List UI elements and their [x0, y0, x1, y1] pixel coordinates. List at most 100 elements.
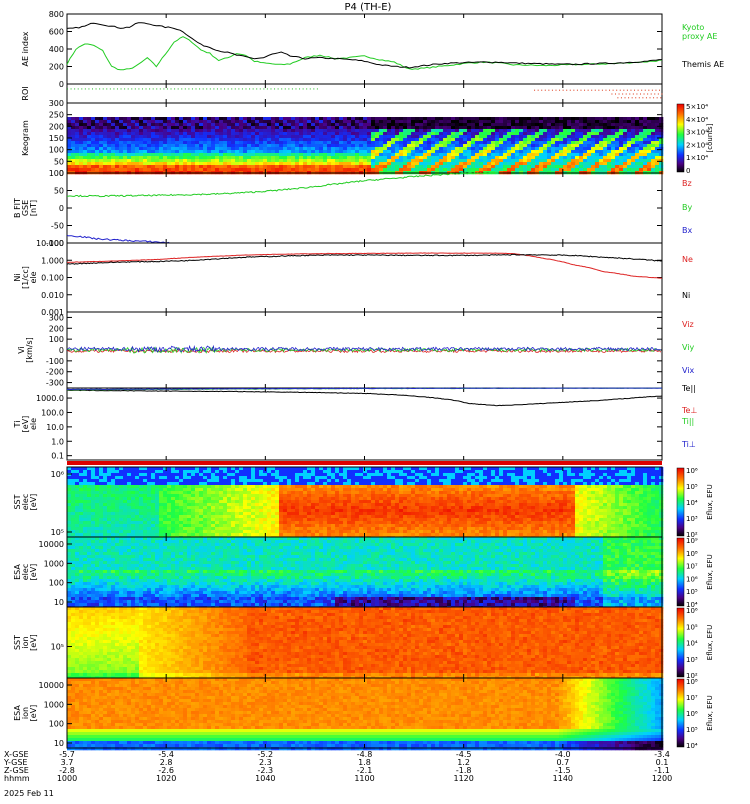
- esa_e-ytick-label: 1000: [44, 559, 64, 568]
- velocity-ytick-label: 100: [49, 335, 64, 344]
- roi-red-point: [648, 90, 649, 91]
- keogram-ytick-label: 50: [54, 157, 64, 166]
- ae-legend-proxy: proxy AE: [682, 32, 717, 41]
- roi-green-point: [163, 88, 164, 89]
- roi-red-point: [563, 90, 564, 91]
- xaxis-row-label: hhmm: [4, 774, 30, 783]
- velocity-legend-viz: Viz: [682, 320, 694, 329]
- roi-red-point: [622, 94, 623, 95]
- sst_i-colorbar-tick: 10⁶: [686, 607, 698, 615]
- ae-frame: [67, 14, 662, 84]
- velocity-ylabel: Vi[km/s]: [17, 337, 34, 363]
- esa_i-ytick-label: 1000: [44, 700, 64, 709]
- roi-red-point: [634, 90, 635, 91]
- separator-bar: [67, 461, 662, 465]
- roi-red-point: [619, 94, 620, 95]
- roi-green-point: [138, 88, 139, 89]
- ae-ytick-label: 0: [59, 80, 64, 89]
- roi-green-point: [299, 88, 300, 89]
- roi-ylabel: ROI: [21, 86, 30, 100]
- roi-green-point: [92, 88, 93, 89]
- esa_e-colorbar-tick: 10⁷: [686, 563, 698, 571]
- roi-red-point: [623, 90, 624, 91]
- roi-green-point: [88, 88, 89, 89]
- sst_i-colorbar-tick: 10³: [686, 656, 698, 664]
- roi-green-point: [121, 88, 122, 89]
- keogram-colorbar-tick: 0: [686, 167, 690, 175]
- temperature-ytick-label: 100.0: [41, 408, 64, 417]
- roi-red-point: [639, 97, 640, 98]
- keogram-ytick-label: 200: [49, 122, 64, 131]
- roi-red-point: [647, 94, 648, 95]
- ae-ylabel-line: AE index: [21, 31, 30, 66]
- roi-green-point: [295, 88, 296, 89]
- roi-green-point: [74, 88, 75, 89]
- sst_e-colorbar-tick: 10³: [686, 515, 698, 523]
- keogram-image: [67, 117, 663, 174]
- ae-legend-themis: Themis AE: [681, 60, 724, 69]
- sst_e-image: [67, 467, 663, 539]
- roi-green-point: [235, 88, 236, 89]
- roi-red-point: [642, 97, 643, 98]
- roi-green-point: [317, 88, 318, 89]
- roi-green-point: [85, 88, 86, 89]
- sst_i-colorbar-tick: 10⁵: [686, 623, 698, 631]
- roi-red-point: [633, 94, 634, 95]
- temperature-ytick-label: 1000.0: [36, 394, 64, 403]
- esa_e-ytick-label: 10: [54, 598, 64, 607]
- roi-red-point: [629, 94, 630, 95]
- roi-red-point: [653, 97, 654, 98]
- esa_e-colorbar-label: Eflux, EFU: [706, 554, 714, 589]
- bfield-legend-by: By: [682, 203, 692, 212]
- keogram-colorbar-tick: 4×10⁴: [686, 116, 708, 124]
- temperature-legend-2: Ti||: [681, 417, 694, 426]
- velocity-ylabel-line: [km/s]: [25, 337, 34, 363]
- roi-green-point: [199, 88, 200, 89]
- roi-red-point: [534, 90, 535, 91]
- esa_e-colorbar-tick: 10⁸: [686, 550, 698, 558]
- roi-red-point: [630, 90, 631, 91]
- roi-red-point: [545, 90, 546, 91]
- roi-red-point: [552, 90, 553, 91]
- roi-red-point: [605, 90, 606, 91]
- esa_i-ytick-label: 10: [54, 739, 64, 748]
- roi-green-point: [224, 88, 225, 89]
- roi-green-point: [231, 88, 232, 89]
- keogram-ylabel-line: Keogram: [21, 120, 30, 156]
- roi-green-point: [67, 88, 68, 89]
- xaxis-value: 1200: [652, 774, 672, 783]
- figure-title: P4 (TH-E): [345, 2, 392, 13]
- roi-red-point: [640, 94, 641, 95]
- roi-green-point: [278, 88, 279, 89]
- roi-red-point: [541, 90, 542, 91]
- roi-red-point: [627, 90, 628, 91]
- density-ylabel: Ni[1/cc]ele: [13, 266, 38, 289]
- roi-green-point: [192, 88, 193, 89]
- roi-green-point: [310, 88, 311, 89]
- roi-red-point: [595, 90, 596, 91]
- density-ytick-label: 10.000: [36, 239, 64, 248]
- roi-green-point: [303, 88, 304, 89]
- roi-red-point: [638, 90, 639, 91]
- sst_e-ylabel-line: [eV]: [29, 494, 38, 511]
- roi-green-point: [221, 88, 222, 89]
- roi-green-point: [246, 88, 247, 89]
- velocity-ytick-label: -200: [46, 368, 64, 377]
- temperature-legend-3: Ti⊥: [681, 440, 696, 449]
- roi-green-point: [253, 88, 254, 89]
- roi-green-point: [203, 88, 204, 89]
- sst_e-colorbar-tick: 10⁴: [686, 499, 698, 507]
- roi-red-point: [570, 90, 571, 91]
- roi-green-point: [238, 88, 239, 89]
- roi-green-point: [263, 88, 264, 89]
- roi-green-point: [306, 88, 307, 89]
- sst_e-colorbar-tick: 10⁶: [686, 467, 698, 475]
- roi-red-point: [616, 90, 617, 91]
- roi-red-point: [635, 97, 636, 98]
- roi-green-point: [181, 88, 182, 89]
- roi-red-point: [577, 90, 578, 91]
- density-series-Ne: [67, 253, 662, 278]
